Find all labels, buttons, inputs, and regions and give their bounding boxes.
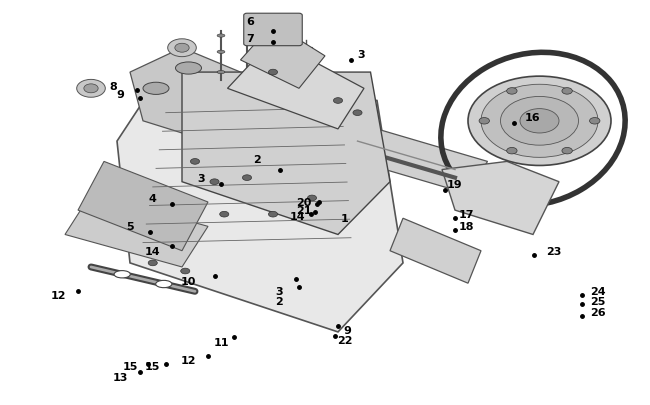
Text: 11: 11 <box>213 337 229 347</box>
Ellipse shape <box>156 281 172 288</box>
Text: 4: 4 <box>149 194 157 203</box>
Circle shape <box>500 97 578 146</box>
Circle shape <box>268 70 278 76</box>
Text: 9: 9 <box>344 325 352 335</box>
Ellipse shape <box>217 51 225 54</box>
Text: 5: 5 <box>126 222 134 232</box>
Text: 16: 16 <box>525 113 541 122</box>
Circle shape <box>590 118 600 125</box>
Circle shape <box>168 40 196 58</box>
Circle shape <box>481 85 598 158</box>
Circle shape <box>507 88 517 95</box>
Polygon shape <box>130 49 260 154</box>
Text: 8: 8 <box>110 82 118 92</box>
Text: 7: 7 <box>246 34 254 43</box>
Polygon shape <box>182 73 390 235</box>
Text: 13: 13 <box>112 372 128 382</box>
Circle shape <box>190 159 200 165</box>
Text: 12: 12 <box>181 356 196 365</box>
Polygon shape <box>240 24 325 89</box>
Text: 15: 15 <box>122 362 138 371</box>
Circle shape <box>210 179 219 185</box>
Text: 2: 2 <box>276 297 283 307</box>
Ellipse shape <box>114 271 130 278</box>
Text: 2: 2 <box>253 155 261 165</box>
Polygon shape <box>117 73 403 332</box>
Circle shape <box>333 98 343 104</box>
FancyBboxPatch shape <box>244 14 302 47</box>
Text: 3: 3 <box>357 50 365 60</box>
Polygon shape <box>195 93 306 174</box>
Polygon shape <box>442 162 559 235</box>
Polygon shape <box>358 130 488 194</box>
Text: 24: 24 <box>590 287 606 296</box>
Text: 14: 14 <box>145 246 161 256</box>
Polygon shape <box>227 40 364 130</box>
Text: 1: 1 <box>341 214 348 224</box>
Text: 18: 18 <box>459 222 474 232</box>
Ellipse shape <box>217 71 225 75</box>
Circle shape <box>307 196 317 201</box>
Text: 22: 22 <box>337 335 352 345</box>
Circle shape <box>468 77 611 166</box>
Circle shape <box>506 148 517 155</box>
Ellipse shape <box>176 63 202 75</box>
Circle shape <box>84 85 98 94</box>
Circle shape <box>220 212 229 217</box>
Polygon shape <box>65 194 208 267</box>
Text: 20: 20 <box>296 198 312 207</box>
Text: 21: 21 <box>296 206 312 215</box>
Text: 25: 25 <box>590 297 606 307</box>
Circle shape <box>268 212 278 217</box>
Polygon shape <box>390 219 481 284</box>
Text: 17: 17 <box>459 210 474 220</box>
Text: 10: 10 <box>181 277 196 286</box>
Text: 3: 3 <box>276 287 283 296</box>
Circle shape <box>562 88 573 95</box>
Text: 26: 26 <box>590 308 606 318</box>
Text: 14: 14 <box>290 212 305 222</box>
Text: 15: 15 <box>145 362 161 371</box>
Text: 23: 23 <box>546 246 562 256</box>
Circle shape <box>242 175 252 181</box>
Circle shape <box>520 109 559 134</box>
Circle shape <box>175 44 189 53</box>
Circle shape <box>181 269 190 274</box>
Circle shape <box>353 111 362 116</box>
Circle shape <box>148 260 157 266</box>
Circle shape <box>77 80 105 98</box>
Text: 9: 9 <box>116 90 124 100</box>
Polygon shape <box>78 162 208 251</box>
Circle shape <box>562 148 573 155</box>
Text: 3: 3 <box>198 173 205 183</box>
Ellipse shape <box>217 35 225 38</box>
Text: 19: 19 <box>447 179 463 189</box>
Circle shape <box>479 118 489 125</box>
Text: 12: 12 <box>51 291 66 301</box>
Text: 6: 6 <box>246 17 254 27</box>
Ellipse shape <box>143 83 169 95</box>
